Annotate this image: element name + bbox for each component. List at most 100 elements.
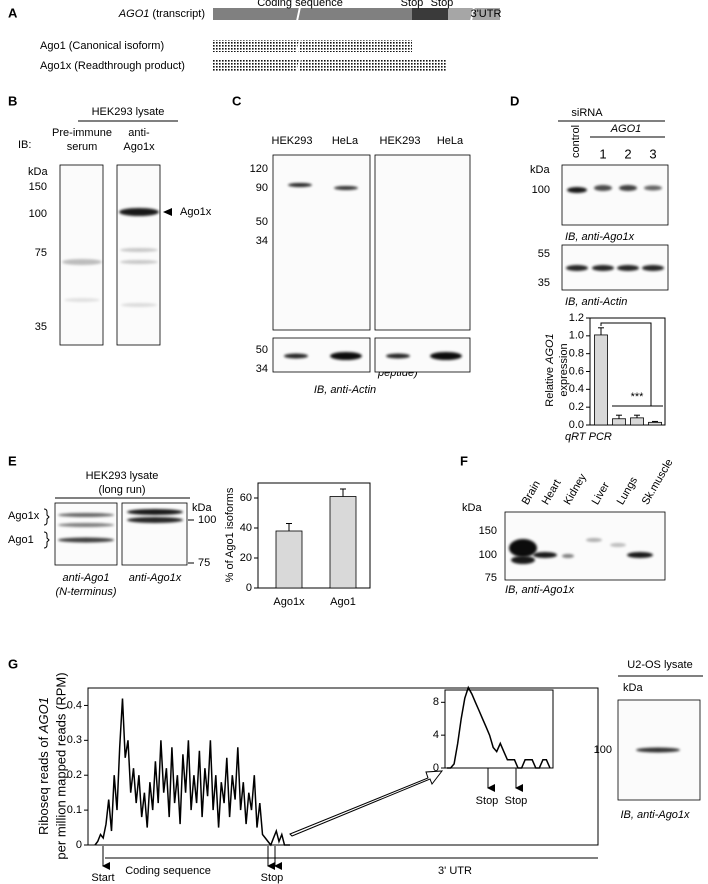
marker-label: 35: [538, 277, 550, 289]
lane-label: Brain: [520, 479, 543, 507]
blot: [59, 164, 104, 346]
band-label: Ago1x: [8, 510, 40, 522]
y-tick-label: 0.2: [569, 401, 584, 413]
y-tick-label: 0: [246, 582, 252, 594]
coding-region: [213, 8, 412, 20]
lysate-label: HEK293 lysate: [86, 470, 159, 482]
kda-label: kDa: [28, 166, 48, 178]
panel-label: D: [510, 93, 519, 108]
coding-label: Coding sequence: [125, 865, 211, 877]
data-line: [447, 685, 551, 769]
blot-band: [62, 259, 102, 265]
bar: [648, 421, 662, 426]
blot-band: [121, 303, 157, 307]
y-label: per million mapped reads (RPM): [53, 672, 68, 859]
isoform-bar: [213, 40, 412, 52]
lysate-label: (long run): [98, 484, 145, 496]
blot-band: [586, 538, 602, 542]
arrowhead: [163, 208, 172, 216]
isr-region: [412, 8, 448, 20]
marker-label: 120: [250, 163, 268, 175]
caption: anti-Ago1: [62, 572, 109, 584]
y-tick-label: 0.1: [67, 804, 82, 816]
blot: [54, 502, 118, 566]
blot-band: [511, 556, 535, 564]
y-tick-label: 4: [433, 729, 439, 741]
ib-label: IB:: [18, 139, 31, 151]
plot-frame: [257, 482, 371, 589]
bar: [275, 530, 303, 589]
kda-label: kDa: [462, 502, 482, 514]
kda-label: kDa: [530, 164, 550, 176]
stop-label: Stop: [261, 872, 284, 884]
transcript-label-part: (transcript): [149, 8, 205, 20]
lane-label: Ago1x: [123, 141, 155, 153]
blot: [116, 164, 161, 346]
blot-band: [592, 265, 614, 271]
coding-label: Coding sequence: [257, 0, 343, 9]
panel-label: G: [8, 656, 18, 671]
marker-label: 90: [256, 182, 268, 194]
blot-band: [58, 537, 114, 543]
blot-band: [120, 248, 158, 252]
blot-band: [430, 352, 462, 360]
blot-band: [334, 186, 358, 190]
y-tick-label: 0.4: [569, 383, 584, 395]
panel-label: A: [8, 5, 18, 20]
blot-band: [567, 187, 587, 193]
blot-band: [627, 552, 653, 558]
blot-band: [619, 185, 637, 191]
caption: IB, anti-Ago1x: [620, 809, 690, 821]
lane-label: HEK293: [272, 135, 313, 147]
marker-label: 50: [256, 344, 268, 356]
transcript-label-part: AGO1: [118, 8, 150, 20]
y-label: % of Ago1 isoforms: [224, 487, 236, 582]
y-tick-label: 0.2: [67, 769, 82, 781]
y-tick-label: 0.4: [67, 699, 82, 711]
blot-band: [610, 543, 626, 547]
lane-label: Lungs: [615, 475, 641, 507]
lane-label: Heart: [540, 478, 564, 507]
isoform-label: Ago1 (Canonical isoform): [40, 40, 164, 52]
x-tick-label: Ago1x: [273, 596, 305, 608]
lane-label: 2: [624, 146, 631, 161]
blot-band: [386, 353, 410, 359]
marker-label: 100: [198, 514, 216, 526]
blot-band: [644, 185, 662, 191]
y-tick-label: 60: [240, 492, 252, 504]
break: [296, 39, 301, 53]
gene-label: AGO1: [610, 123, 642, 135]
lane-label: 1: [599, 146, 606, 161]
y-label-part: Relative: [544, 364, 556, 407]
marker-label: 55: [538, 248, 550, 260]
y-tick-label: 0: [76, 839, 82, 851]
y-label: Riboseq reads of AGO1: [36, 697, 51, 835]
marker-label: 34: [256, 363, 268, 375]
y-label-part: AGO1: [544, 333, 556, 365]
y-tick-label: 8: [433, 696, 439, 708]
isoform-label: Ago1x (Readthrough product): [40, 60, 185, 72]
significance: ***: [631, 391, 645, 403]
blot-band: [284, 353, 308, 359]
marker-label: 34: [256, 235, 268, 247]
caption: (N-terminus): [55, 586, 116, 598]
sirna-label: siRNA: [571, 107, 603, 119]
lane-label: HeLa: [437, 135, 464, 147]
transcript-label: AGO1 (transcript): [118, 8, 205, 20]
plot-frame: [87, 687, 599, 846]
y-tick-label: 0.3: [67, 734, 82, 746]
y-tick-label: 1.2: [569, 312, 584, 324]
lane-label: Liver: [590, 480, 612, 507]
blot: [374, 154, 471, 331]
blot-band: [330, 352, 362, 360]
y-tick-label: 0.8: [569, 348, 584, 360]
zoom-arrow: [289, 770, 444, 837]
utr-label: 3'UTR: [471, 8, 502, 20]
start-label: Start: [91, 872, 114, 884]
bar: [630, 417, 644, 426]
lysate-label: U2-OS lysate: [627, 659, 692, 671]
caption: IB, anti-Actin: [314, 384, 376, 396]
band-label: Ago1: [8, 534, 34, 546]
stop-label: Stop: [431, 0, 454, 9]
